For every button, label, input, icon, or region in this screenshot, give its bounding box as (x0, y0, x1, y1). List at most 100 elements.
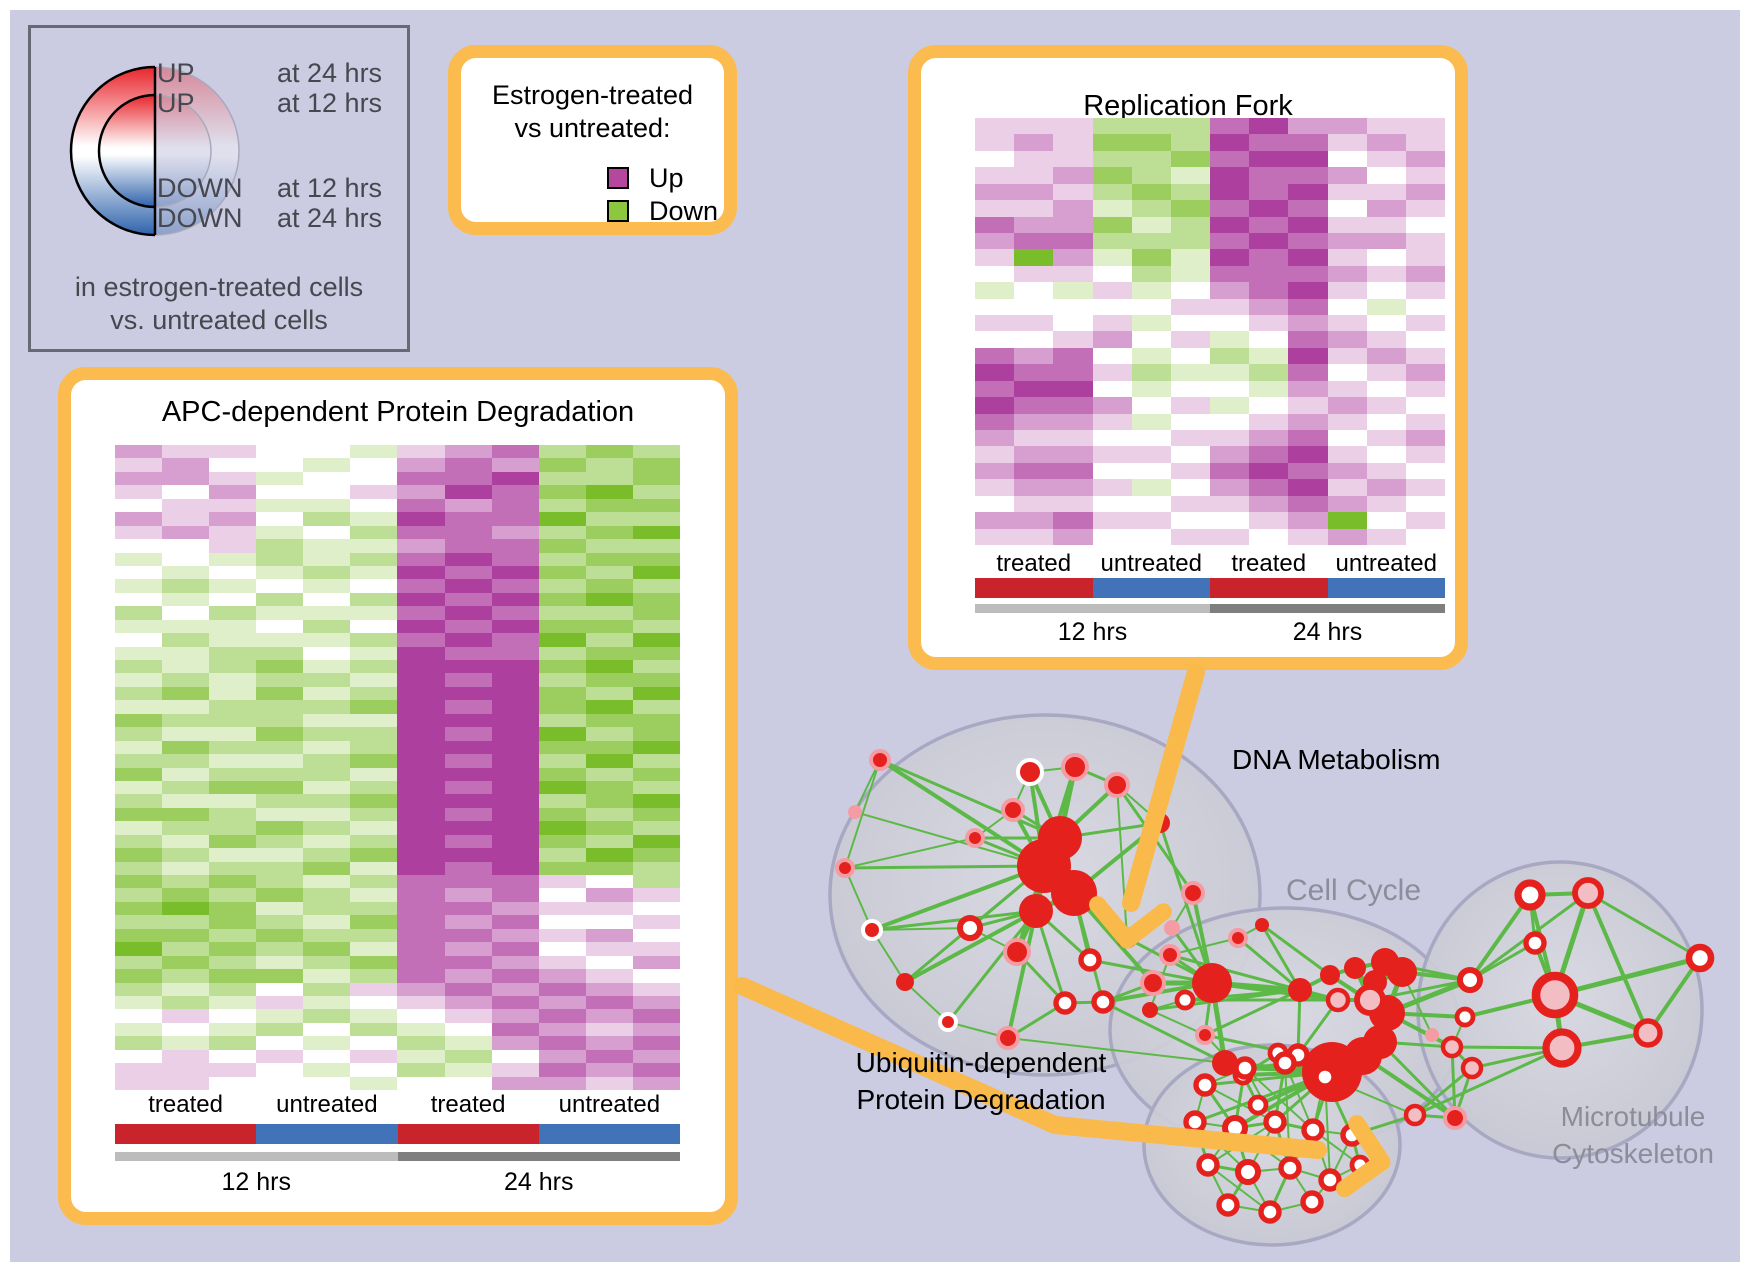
heatmap-cell (491, 1009, 539, 1023)
heatmap-cell (397, 875, 445, 889)
heatmap-cell (538, 942, 586, 956)
heatmap-cell (1288, 430, 1328, 447)
heatmap-cell (585, 713, 633, 728)
heatmap-cell (209, 646, 257, 660)
heatmap-cell (350, 861, 398, 875)
heatmap-cell (1249, 364, 1289, 381)
heatmap-cell (1014, 265, 1054, 283)
heatmap-cell (1053, 232, 1093, 250)
heatmap-cell (444, 848, 492, 862)
heatmap-cell (1053, 364, 1093, 381)
heatmap-cell (1210, 298, 1250, 316)
heatmap-cell (585, 754, 633, 768)
heatmap-cell (162, 445, 210, 459)
heatmap-cell (632, 807, 680, 822)
heatmap-cell (1288, 462, 1328, 480)
heatmap-cell (1405, 380, 1445, 398)
heatmap-cell (444, 485, 492, 499)
heatmap-cell (303, 525, 351, 540)
heatmap-cell (1288, 167, 1328, 184)
heatmap-cell (162, 955, 210, 970)
heatmap-cell (1405, 479, 1445, 496)
ring-dir-up24: UP (157, 58, 195, 88)
microtubule-label-line1: Microtubule (1560, 1101, 1706, 1132)
heatmap-cell (585, 458, 633, 472)
heatmap-cell (256, 928, 304, 943)
heatmap-cell (975, 150, 1015, 168)
heatmap-cell (256, 619, 304, 634)
heatmap-cell (632, 1022, 680, 1037)
heatmap-cell (162, 982, 210, 996)
heatmap-cell (632, 1036, 680, 1050)
heatmap-cell (1092, 462, 1132, 480)
heatmap-cell (256, 767, 304, 781)
heatmap-cell (1092, 200, 1132, 217)
heatmap-cell (115, 942, 163, 956)
heatmap-cell (1327, 397, 1367, 414)
heatmap-cell (209, 982, 257, 996)
heatmap-cell (444, 982, 492, 996)
heatmap-cell (303, 579, 351, 593)
heatmap-cell (397, 928, 445, 943)
heatmap-cell (1014, 495, 1054, 513)
heatmap-cell (162, 740, 210, 755)
heatmap-cell (1053, 380, 1093, 398)
heatmap-cell (491, 807, 539, 822)
heatmap-cell (491, 727, 539, 741)
heatmap-cell (350, 606, 398, 620)
heatmap-cell (632, 525, 680, 540)
heatmap-cell (491, 579, 539, 593)
heatmap-cell (444, 1049, 492, 1064)
heatmap-cell (350, 713, 398, 728)
heatmap-cell (585, 995, 633, 1010)
heatmap-cell (162, 471, 210, 486)
heatmap-cell (1405, 413, 1445, 431)
heatmap-cell (256, 942, 304, 956)
ring-time-12b: at 12 hrs (277, 173, 383, 203)
heatmap-cell (632, 982, 680, 996)
heatmap-cell (585, 1049, 633, 1064)
heatmap-cell (1366, 397, 1406, 414)
heatmap-cell (491, 794, 539, 808)
heatmap-cell (115, 592, 163, 607)
heatmap-cell (256, 539, 304, 553)
heatmap-cell (1053, 249, 1093, 266)
heatmap-cell (397, 1063, 445, 1077)
heatmap-cell (1170, 315, 1210, 332)
apc-treated-bar-1 (115, 1124, 257, 1144)
heatmap-cell (1249, 446, 1289, 463)
heatmap-cell (1131, 150, 1171, 168)
heatmap-cell (1249, 232, 1289, 250)
heatmap-cell (115, 525, 163, 540)
heatmap-cell (1210, 118, 1250, 135)
heatmap-cell (1170, 380, 1210, 398)
heatmap-cell (1053, 462, 1093, 480)
heatmap-cell (162, 606, 210, 620)
ubiquitin-label-line2: Protein Degradation (856, 1084, 1106, 1115)
heatmap-cell (350, 1076, 398, 1090)
heatmap-cell (1170, 282, 1210, 299)
heatmap-cell (303, 901, 351, 916)
heatmap-cell (397, 982, 445, 996)
heatmap-cell (491, 942, 539, 956)
rf-treated-bar-1 (975, 578, 1093, 598)
heatmap-cell (209, 901, 257, 916)
heatmap-cell (632, 512, 680, 526)
heatmap-cell (1014, 331, 1054, 348)
heatmap-cell (491, 740, 539, 755)
heatmap-cell (115, 646, 163, 660)
heatmap-cell (538, 498, 586, 513)
heatmap-cell (397, 525, 445, 540)
heatmap-cell (585, 1022, 633, 1037)
heatmap-cell (538, 754, 586, 768)
heatmap-cell (397, 471, 445, 486)
heatmap-cell (303, 955, 351, 970)
heatmap-cell (350, 1022, 398, 1037)
heatmap-cell (1405, 150, 1445, 168)
apc-group-untreated-24: untreated (558, 1091, 661, 1118)
heatmap-cell (303, 767, 351, 781)
heatmap-cell (975, 134, 1015, 151)
heatmap-cell (1405, 265, 1445, 283)
heatmap-cell (538, 955, 586, 970)
rf-condition-bar (975, 578, 1445, 598)
